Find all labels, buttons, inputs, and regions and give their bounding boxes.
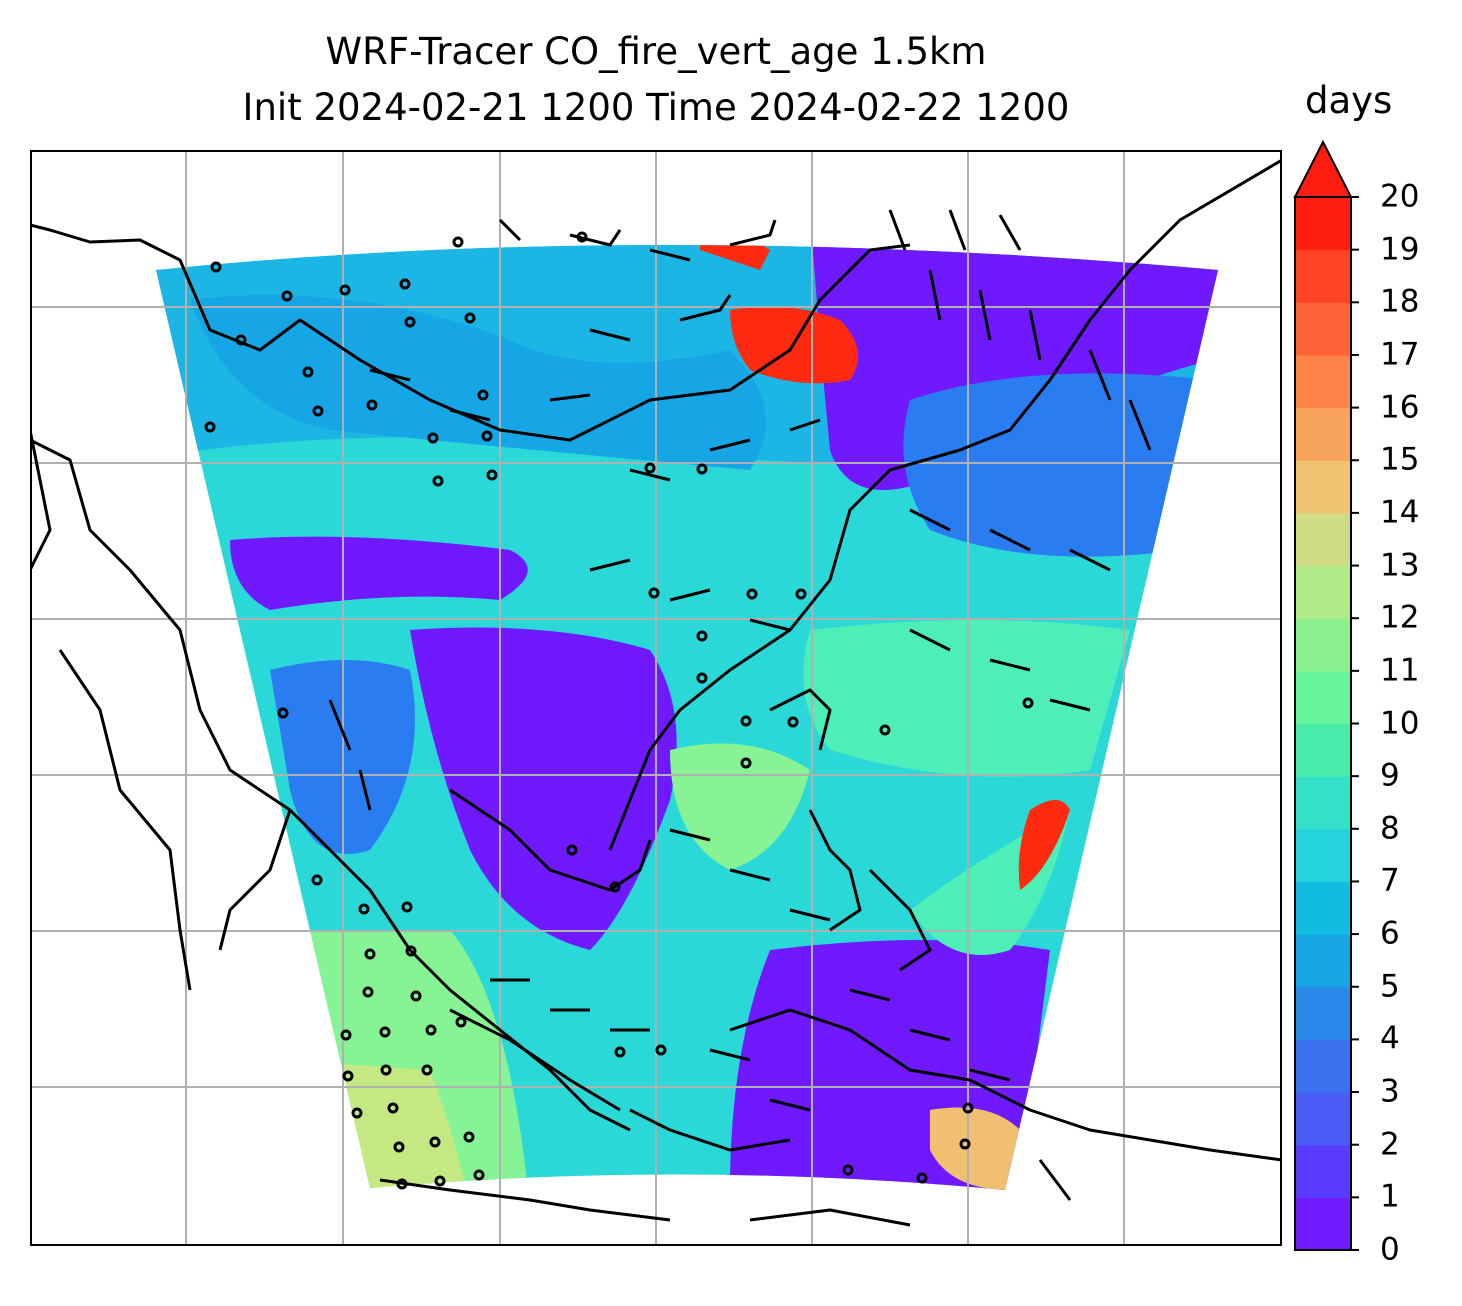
colorbar-segment bbox=[1295, 1197, 1351, 1251]
colorbar-segment bbox=[1295, 618, 1351, 672]
colorbar-segment bbox=[1295, 302, 1351, 356]
colorbar-tick-label: 19 bbox=[1380, 231, 1420, 268]
colorbar-segment bbox=[1295, 249, 1351, 303]
colorbar-extend-arrow bbox=[1293, 140, 1353, 198]
calm-markers bbox=[204, 231, 1034, 1190]
colorbar-segment bbox=[1295, 881, 1351, 935]
colorbar-tick-label: 6 bbox=[1380, 915, 1400, 952]
colorbar-segment bbox=[1295, 986, 1351, 1040]
colorbar-tick-label: 1 bbox=[1380, 1178, 1400, 1215]
colorbar-tick-label: 5 bbox=[1380, 968, 1400, 1005]
colorbar-tick-label: 8 bbox=[1380, 810, 1400, 847]
map-border bbox=[30, 150, 1282, 1246]
title-line-1: WRF-Tracer CO_fire_vert_age 1.5km bbox=[325, 30, 987, 73]
colorbar-segment bbox=[1295, 1144, 1351, 1198]
colorbar-tick-label: 4 bbox=[1380, 1020, 1400, 1057]
wind-barbs bbox=[328, 209, 1152, 1112]
colorbar-tick-label: 2 bbox=[1380, 1126, 1400, 1163]
colorbar-tick-label: 13 bbox=[1380, 547, 1420, 584]
colorbar-segment bbox=[1295, 460, 1351, 514]
colorbar-segment bbox=[1295, 1039, 1351, 1093]
coastlines bbox=[30, 158, 1282, 1227]
colorbar-unit: days bbox=[1305, 79, 1393, 122]
colorbar-segment bbox=[1295, 354, 1351, 409]
colorbar-segment bbox=[1295, 512, 1351, 567]
colorbar-tick-label: 9 bbox=[1380, 757, 1400, 794]
colorbar-segment bbox=[1295, 565, 1351, 619]
colorbar-tick-label: 0 bbox=[1380, 1231, 1400, 1268]
colorbar-tick-label: 17 bbox=[1380, 336, 1420, 373]
map-panel bbox=[30, 150, 1282, 1246]
title-line-2: Init 2024-02-21 1200 Time 2024-02-22 120… bbox=[242, 86, 1070, 129]
colorbar-segment bbox=[1295, 934, 1351, 988]
colorbar-tick-label: 16 bbox=[1380, 389, 1420, 426]
colorbar-tick-label: 3 bbox=[1380, 1073, 1400, 1110]
colorbar-tick-label: 11 bbox=[1380, 652, 1420, 689]
colorbar-segment bbox=[1295, 670, 1351, 725]
colorbar-segment bbox=[1295, 776, 1351, 830]
tracer-age-field bbox=[156, 245, 1218, 1190]
colorbar-tick-label: 7 bbox=[1380, 862, 1400, 899]
colorbar-segment bbox=[1295, 407, 1351, 461]
colorbar-tick-label: 14 bbox=[1380, 494, 1420, 531]
colorbar-tick-label: 18 bbox=[1380, 283, 1420, 320]
colorbar-segment bbox=[1295, 828, 1351, 883]
colorbar-tick-label: 10 bbox=[1380, 705, 1420, 741]
colorbar-tick-label: 12 bbox=[1380, 599, 1420, 636]
colorbar-tick-label: 20 bbox=[1380, 178, 1420, 215]
colorbar-segment bbox=[1295, 197, 1351, 251]
colorbar-segment bbox=[1295, 723, 1351, 777]
colorbar-tick-label: 15 bbox=[1380, 441, 1420, 478]
gridlines bbox=[30, 150, 1282, 1246]
colorbar-segment bbox=[1295, 1092, 1351, 1146]
colorbar bbox=[1293, 140, 1359, 1251]
